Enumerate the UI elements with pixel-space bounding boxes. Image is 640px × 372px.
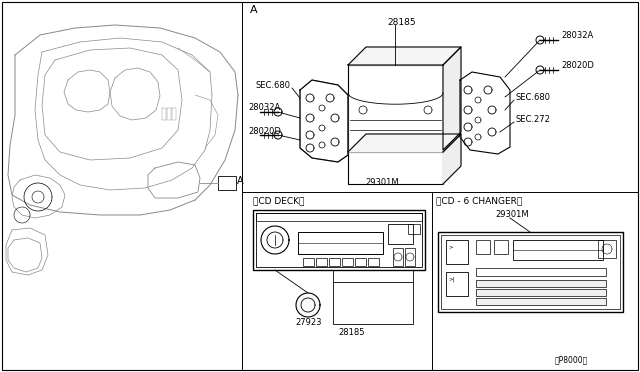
- Bar: [476, 240, 490, 254]
- Text: >|: >|: [448, 276, 454, 282]
- Text: SEC.680: SEC.680: [515, 93, 550, 103]
- Text: A: A: [237, 176, 244, 186]
- Bar: [303, 258, 314, 266]
- Bar: [476, 298, 606, 305]
- Polygon shape: [443, 134, 461, 184]
- Bar: [476, 280, 606, 287]
- Text: 27923: 27923: [295, 318, 321, 327]
- Bar: [405, 248, 415, 266]
- Bar: [329, 258, 340, 266]
- Bar: [388, 224, 413, 244]
- Bar: [256, 213, 422, 267]
- Bar: [513, 240, 603, 260]
- Polygon shape: [348, 134, 461, 152]
- Bar: [333, 282, 413, 324]
- Bar: [316, 258, 327, 266]
- Text: 〈P8000〉: 〈P8000〉: [555, 355, 588, 364]
- Bar: [476, 268, 606, 276]
- Text: SEC.272: SEC.272: [515, 115, 550, 125]
- Text: 29301M: 29301M: [495, 210, 529, 219]
- Bar: [446, 240, 468, 264]
- Bar: [408, 224, 420, 234]
- Bar: [441, 235, 620, 309]
- Bar: [218, 176, 236, 190]
- Text: SEC.680: SEC.680: [255, 81, 290, 90]
- Polygon shape: [348, 47, 461, 65]
- Text: 28032A: 28032A: [248, 103, 280, 112]
- Bar: [598, 240, 616, 258]
- Text: 28020D: 28020D: [561, 61, 594, 71]
- Text: 29301M: 29301M: [365, 178, 399, 187]
- Bar: [342, 258, 353, 266]
- Bar: [256, 213, 422, 221]
- Bar: [348, 152, 443, 184]
- Polygon shape: [296, 293, 320, 317]
- Bar: [446, 272, 468, 296]
- Text: 〈CD - 6 CHANGER〉: 〈CD - 6 CHANGER〉: [436, 196, 522, 205]
- Bar: [368, 258, 379, 266]
- Polygon shape: [443, 47, 461, 150]
- Bar: [298, 232, 383, 254]
- Bar: [355, 258, 366, 266]
- Bar: [393, 248, 403, 266]
- Text: 28020D: 28020D: [248, 126, 281, 135]
- Text: >: >: [448, 244, 452, 249]
- Text: 〈CD DECK〉: 〈CD DECK〉: [253, 196, 305, 205]
- Bar: [253, 210, 425, 270]
- Bar: [348, 65, 443, 150]
- Text: A: A: [250, 5, 258, 15]
- Text: 28185: 28185: [338, 328, 365, 337]
- Bar: [438, 232, 623, 312]
- Bar: [476, 289, 606, 296]
- Text: 28032A: 28032A: [561, 32, 593, 41]
- Bar: [494, 240, 508, 254]
- Text: 28185: 28185: [387, 18, 415, 27]
